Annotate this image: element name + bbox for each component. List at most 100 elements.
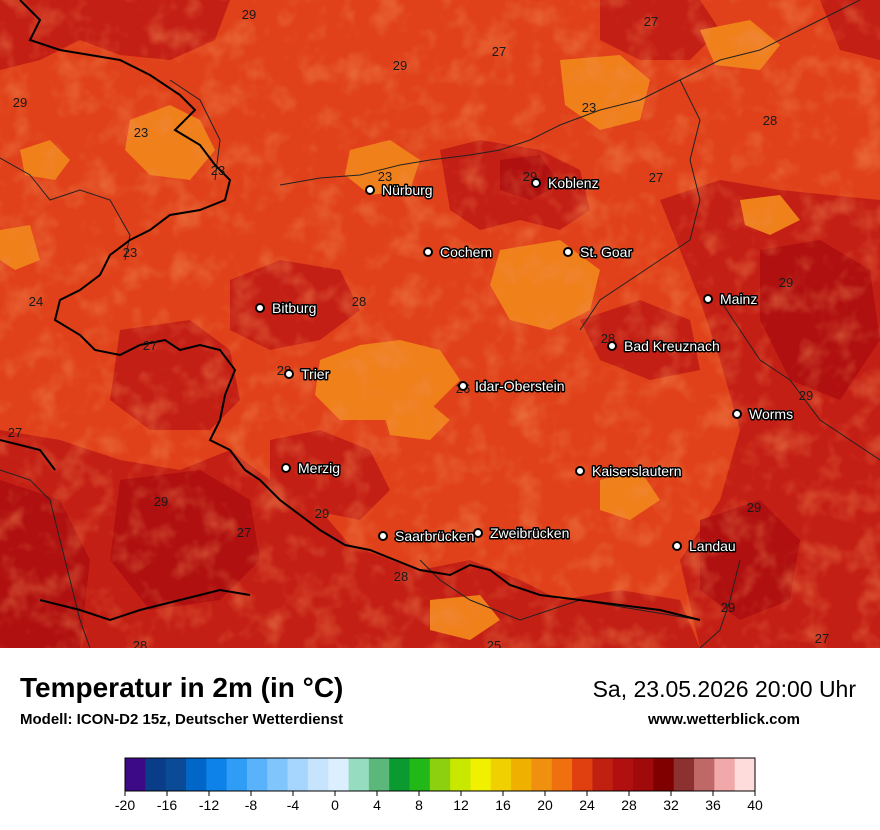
city-label: Worms [749,406,793,422]
city-label: Merzig [298,460,340,476]
temperature-value: 28 [133,638,147,648]
city-dot [423,247,433,257]
temperature-value: 27 [143,338,157,353]
city-label: Idar-Oberstein [475,378,564,394]
colorbar-tick-label: -20 [115,797,135,813]
colorbar-tick-label: 32 [663,797,679,813]
city-landau: Landau [672,537,737,556]
city-label: Trier [301,366,330,382]
city-saarbr-cken: Saarbrücken [378,527,476,546]
colorbar-tick-label: -12 [199,797,219,813]
city-worms: Worms [732,405,795,424]
colorbar: -20 -16 -12 -8 -4 0 4 8 12 16 20 24 28 32 36 40 [115,757,763,813]
colorbar-segment [145,758,167,791]
city-merzig: Merzig [281,459,342,478]
colorbar-segment [551,758,573,791]
colorbar-tick-label: 0 [331,797,339,813]
temperature-value: 24 [29,294,43,309]
colorbar-tick-label: 16 [495,797,511,813]
website-link[interactable]: www.wetterblick.com [648,711,800,728]
colorbar-segment [226,758,248,791]
temperature-value: 27 [492,44,506,59]
temperature-value: 23 [378,169,392,184]
temperature-value: 23 [134,125,148,140]
temperature-value: 29 [721,600,735,615]
city-dot [563,247,573,257]
city-dot [378,531,388,541]
national-border [0,0,701,622]
model-source: Modell: ICON-D2 15z, Deutscher Wetterdie… [20,711,344,728]
colorbar-tick-label: 12 [453,797,469,813]
map-title: Temperatur in 2m (in °C) [20,672,344,703]
map-texture [0,0,880,648]
colorbar-segment [185,758,207,791]
colorbar-segment [409,758,431,791]
city-dot [575,466,585,476]
colorbar-segment [246,758,268,791]
temperature-value: 23 [123,245,137,260]
city-zweibr-cken: Zweibrücken [473,524,571,543]
city-st-goar: St. Goar [563,243,634,262]
temperature-value: 27 [644,14,658,29]
colorbar-segment [653,758,675,791]
temperature-value: 29 [799,388,813,403]
temperature-value: 27 [815,631,829,646]
temperature-value: 23 [211,163,225,178]
city-dot [607,341,617,351]
colorbar-segment [368,758,390,791]
city-dot [255,303,265,313]
city-dot [284,369,294,379]
colorbar-segment [267,758,289,791]
city-label: Saarbrücken [395,528,474,544]
temperature-value: 27 [237,525,251,540]
city-dot [473,528,483,538]
city-dot [703,294,713,304]
city-label: Mainz [720,291,757,307]
colorbar-segment [694,758,715,791]
city-dot [365,185,375,195]
temperature-value: 29 [747,500,761,515]
colorbar-tick-label: 20 [537,797,553,813]
temperature-value: 23 [582,100,596,115]
colorbar-segment [450,758,471,791]
temperature-value: 29 [779,275,793,290]
colorbar-segment [125,758,146,791]
city-label: Kaiserslautern [592,463,682,479]
city-n-rburg: Nürburg [365,181,434,200]
colorbar-frame [124,757,756,792]
colorbar-segment [592,758,614,791]
colorbar-segment [490,758,512,791]
city-label: Bad Kreuznach [624,338,720,354]
colorbar-segment [206,758,228,791]
temperature-value: 27 [649,170,663,185]
city-label: Cochem [440,244,492,260]
temperature-map: 2927272929232823232927232324282927282629… [0,0,880,648]
city-idar-oberstein: Idar-Oberstein [458,377,566,396]
city-cochem: Cochem [423,243,494,262]
city-kaiserslautern: Kaiserslautern [575,462,683,481]
colorbar-tick-label: -8 [245,797,258,813]
colorbar-segment [287,758,309,791]
temperature-value: 29 [154,494,168,509]
colorbar-segment [734,758,756,791]
city-label: Koblenz [548,175,599,191]
legend-footer: Temperatur in 2m (in °C) Modell: ICON-D2… [0,648,880,830]
colorbar-tick-label: -4 [287,797,300,813]
colorbar-tick-label: 28 [621,797,637,813]
city-dot [732,409,742,419]
colorbar-segment [470,758,492,791]
city-dot [531,178,541,188]
colorbar-tick-label: 24 [579,797,595,813]
temperature-value: 29 [393,58,407,73]
colorbar-segment [429,758,451,791]
temperature-value: 28 [763,113,777,128]
city-label: Bitburg [272,300,316,316]
colorbar-tick-label: 40 [747,797,763,813]
temperature-value: 29 [242,7,256,22]
colorbar-tick-label: 4 [373,797,381,813]
temperature-value: 27 [8,425,22,440]
colorbar-segment [511,758,532,791]
colorbar-segment [714,758,736,791]
colorbar-tick-label: 36 [705,797,721,813]
colorbar-segment [633,758,654,791]
